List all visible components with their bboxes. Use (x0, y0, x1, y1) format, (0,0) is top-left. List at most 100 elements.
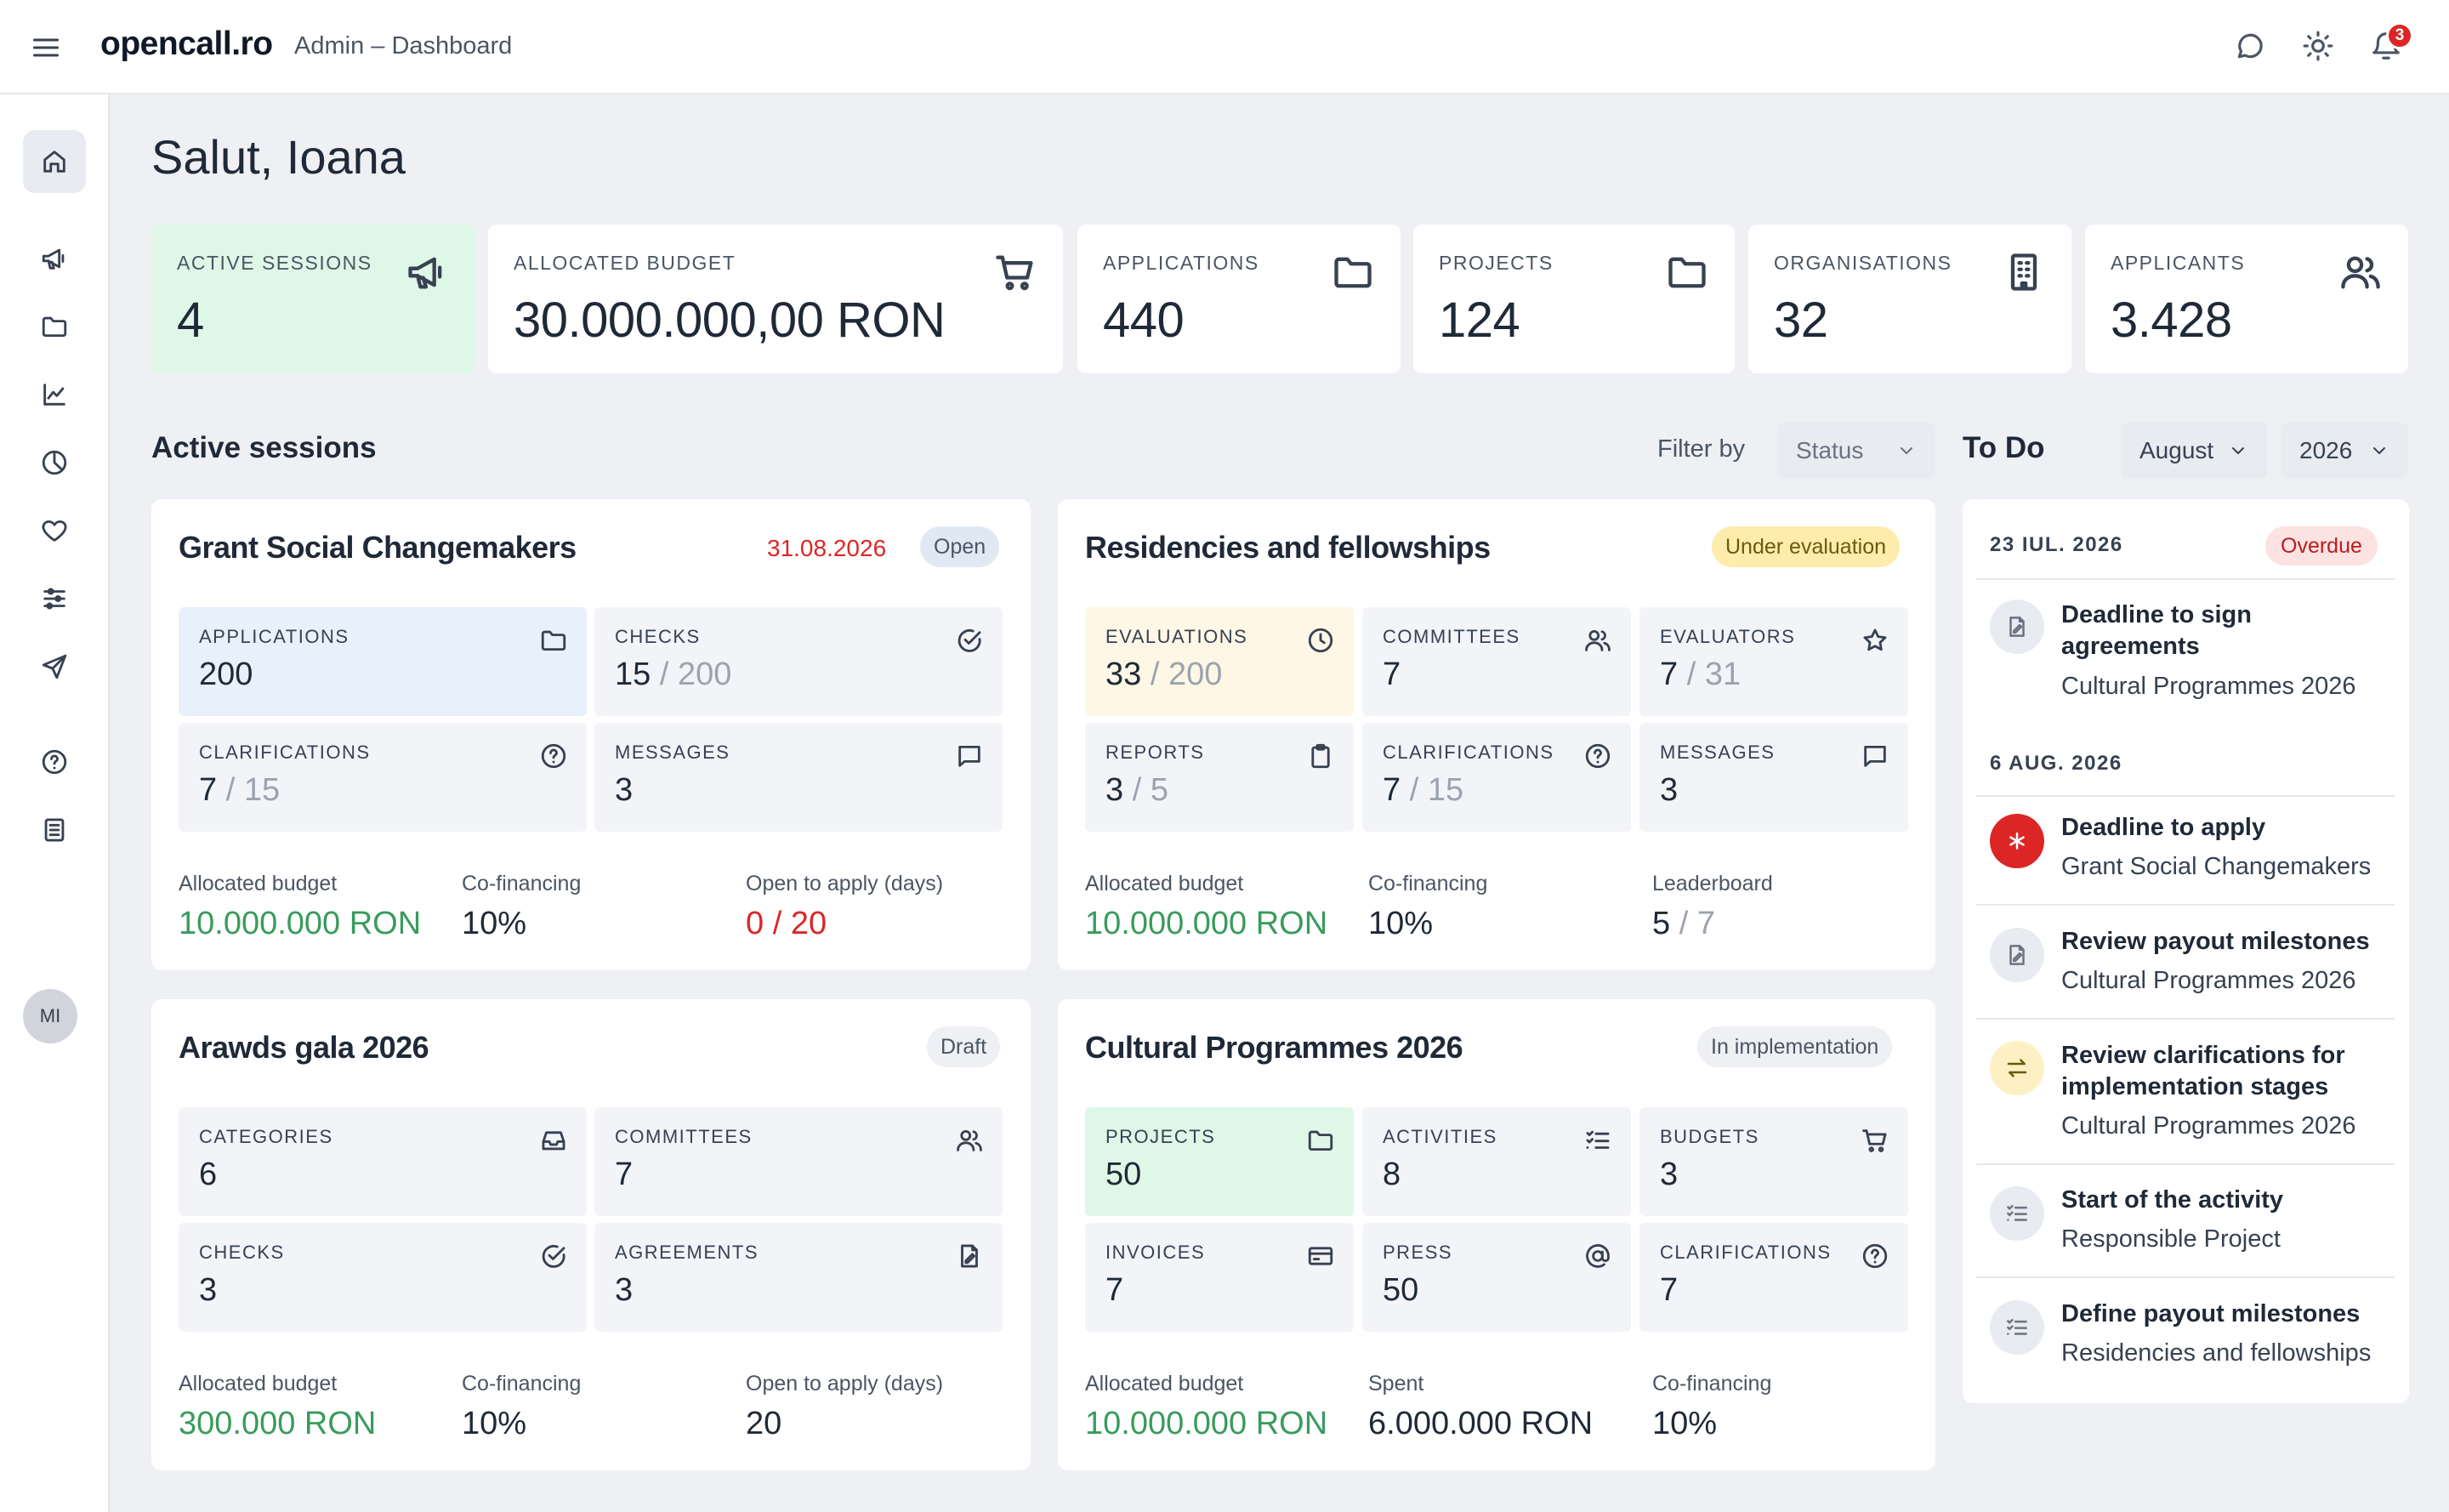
tile-value: 7 (1660, 1272, 1679, 1308)
stat-label: PROJECTS (1439, 252, 1554, 274)
stat-label: ORGANISATIONS (1774, 252, 1952, 274)
tile-applications[interactable]: APPLICATIONS 200 (179, 607, 587, 716)
sidebar-item-statistics[interactable] (23, 431, 86, 494)
tile-label: CHECKS (615, 626, 701, 647)
stat-label: APPLICATIONS (1103, 252, 1259, 274)
session-card-grant-social-changemakers[interactable]: Grant Social Changemakers 31.08.2026 Ope… (151, 499, 1031, 970)
tile-checks[interactable]: CHECKS 15 / 200 (594, 607, 1003, 716)
stat-value: 3.428 (2111, 293, 2232, 348)
signature-icon (1990, 600, 2044, 654)
tile-categories[interactable]: CATEGORIES 6 (179, 1107, 587, 1216)
footer-label: Allocated budget (179, 1372, 338, 1395)
session-card-residencies-and-fellowships[interactable]: Residencies and fellowships Under evalua… (1058, 499, 1935, 970)
tile-agreements[interactable]: AGREEMENTS 3 (594, 1223, 1003, 1332)
tile-label: CLARIFICATIONS (199, 742, 371, 763)
stat-allocated-budget[interactable]: ALLOCATED BUDGET 30.000.000,00 RON (488, 225, 1063, 373)
session-title[interactable]: Grant Social Changemakers (179, 530, 577, 565)
month-dropdown[interactable]: August (2121, 423, 2267, 479)
tile-value: 7 (615, 1157, 634, 1192)
tile-value: 7 / 31 (1660, 657, 1742, 692)
footer-label: Allocated budget (1085, 1372, 1244, 1395)
tile-checks[interactable]: CHECKS 3 (179, 1223, 587, 1332)
sidebar-item-applications[interactable] (23, 295, 86, 358)
message-icon (1861, 742, 1889, 770)
cart-icon (1861, 1126, 1889, 1155)
signature-icon (955, 1242, 984, 1270)
users-icon (1583, 626, 1612, 655)
todo-item-subtitle: Responsible Project (2061, 1225, 2281, 1253)
sun-icon[interactable] (2302, 30, 2334, 62)
footer-value: 5 / 7 (1652, 906, 1715, 941)
sidebar-item-reports[interactable] (23, 363, 86, 426)
sidebar-item-documents[interactable] (23, 799, 86, 861)
app-logo[interactable]: opencall.ro (100, 26, 273, 62)
session-title[interactable]: Residencies and fellowships (1085, 530, 1491, 565)
tile-value: 3 (1660, 772, 1679, 808)
year-dropdown[interactable]: 2026 (2281, 423, 2408, 479)
tile-label: INVOICES (1105, 1242, 1206, 1263)
sidebar-item-sessions[interactable] (23, 227, 86, 290)
tile-messages[interactable]: MESSAGES 3 (1639, 723, 1908, 832)
clock-icon (1306, 626, 1335, 655)
tile-messages[interactable]: MESSAGES 3 (594, 723, 1003, 832)
chevron-down-icon (2369, 441, 2389, 461)
session-card-cultural-programmes-2026[interactable]: Cultural Programmes 2026 In implementati… (1058, 999, 1935, 1470)
tile-projects[interactable]: PROJECTS 50 (1085, 1107, 1354, 1216)
footer-label: Open to apply (days) (746, 872, 944, 895)
tile-committees[interactable]: COMMITTEES 7 (1362, 607, 1631, 716)
tile-evaluators[interactable]: EVALUATORS 7 / 31 (1639, 607, 1908, 716)
sidebar-item-help[interactable] (23, 730, 86, 793)
tile-clarifications[interactable]: CLARIFICATIONS 7 / 15 (179, 723, 587, 832)
tile-clarifications[interactable]: CLARIFICATIONS 7 / 15 (1362, 723, 1631, 832)
footer-value: 10% (1652, 1406, 1718, 1441)
todo-item-title: Review payout milestones (2061, 928, 2370, 955)
sidebar-item-settings[interactable] (23, 567, 86, 630)
tile-value: 6 (199, 1157, 218, 1192)
stat-applications[interactable]: APPLICATIONS 440 (1077, 225, 1401, 373)
tile-label: MESSAGES (615, 742, 730, 763)
pie-chart-icon (40, 448, 69, 477)
sidebar-item-favorites[interactable] (23, 499, 86, 562)
chat-icon[interactable] (2234, 30, 2266, 62)
footer-label: Leaderboard (1652, 872, 1773, 895)
folder-icon (539, 626, 568, 655)
tile-committees[interactable]: COMMITTEES 7 (594, 1107, 1003, 1216)
tile-budgets[interactable]: BUDGETS 3 (1639, 1107, 1908, 1216)
stat-active-sessions[interactable]: ACTIVE SESSIONS 4 (151, 225, 474, 373)
avatar[interactable]: MI (23, 989, 77, 1043)
stat-label: ALLOCATED BUDGET (514, 252, 736, 274)
tile-evaluations[interactable]: EVALUATIONS 33 / 200 (1085, 607, 1354, 716)
status-filter-dropdown[interactable]: Status (1777, 423, 1935, 479)
sidebar-item-messages[interactable] (23, 635, 86, 698)
stat-projects[interactable]: PROJECTS 124 (1413, 225, 1735, 373)
section-title-todo: To Do (1963, 431, 2045, 464)
swap-icon (1990, 1041, 2044, 1095)
status-badge: Draft (927, 1026, 1001, 1067)
stat-applicants[interactable]: APPLICANTS 3.428 (2085, 225, 2408, 373)
tile-value: 3 (615, 1272, 634, 1308)
document-icon (40, 816, 69, 844)
tile-activities[interactable]: ACTIVITIES 8 (1362, 1107, 1631, 1216)
tile-label: CHECKS (199, 1242, 285, 1263)
footer-value: 300.000 RON (179, 1406, 377, 1441)
tile-press[interactable]: PRESS 50 (1362, 1223, 1631, 1332)
tile-value: 50 (1105, 1157, 1142, 1192)
session-title[interactable]: Cultural Programmes 2026 (1085, 1030, 1463, 1065)
stat-value: 440 (1103, 293, 1185, 348)
session-card-arawds-gala-2026[interactable]: Arawds gala 2026 Draft CATEGORIES 6 COMM… (151, 999, 1031, 1470)
status-badge: Open (920, 526, 1000, 567)
clipboard-icon (1306, 742, 1335, 770)
star-icon (1861, 626, 1889, 655)
sidebar-item-home[interactable] (23, 130, 86, 193)
session-title[interactable]: Arawds gala 2026 (179, 1030, 429, 1065)
tile-label: APPLICATIONS (199, 626, 349, 647)
menu-icon[interactable] (31, 32, 61, 63)
footer-value: 10% (1368, 906, 1434, 941)
todo-date-group: 23 IUL. 2026 (1990, 533, 2123, 556)
help-icon (40, 747, 69, 776)
tile-invoices[interactable]: INVOICES 7 (1085, 1223, 1354, 1332)
stat-organisations[interactable]: ORGANISATIONS 32 (1748, 225, 2071, 373)
tile-clarifications[interactable]: CLARIFICATIONS 7 (1639, 1223, 1908, 1332)
tile-reports[interactable]: REPORTS 3 / 5 (1085, 723, 1354, 832)
divider (1976, 1276, 2395, 1278)
